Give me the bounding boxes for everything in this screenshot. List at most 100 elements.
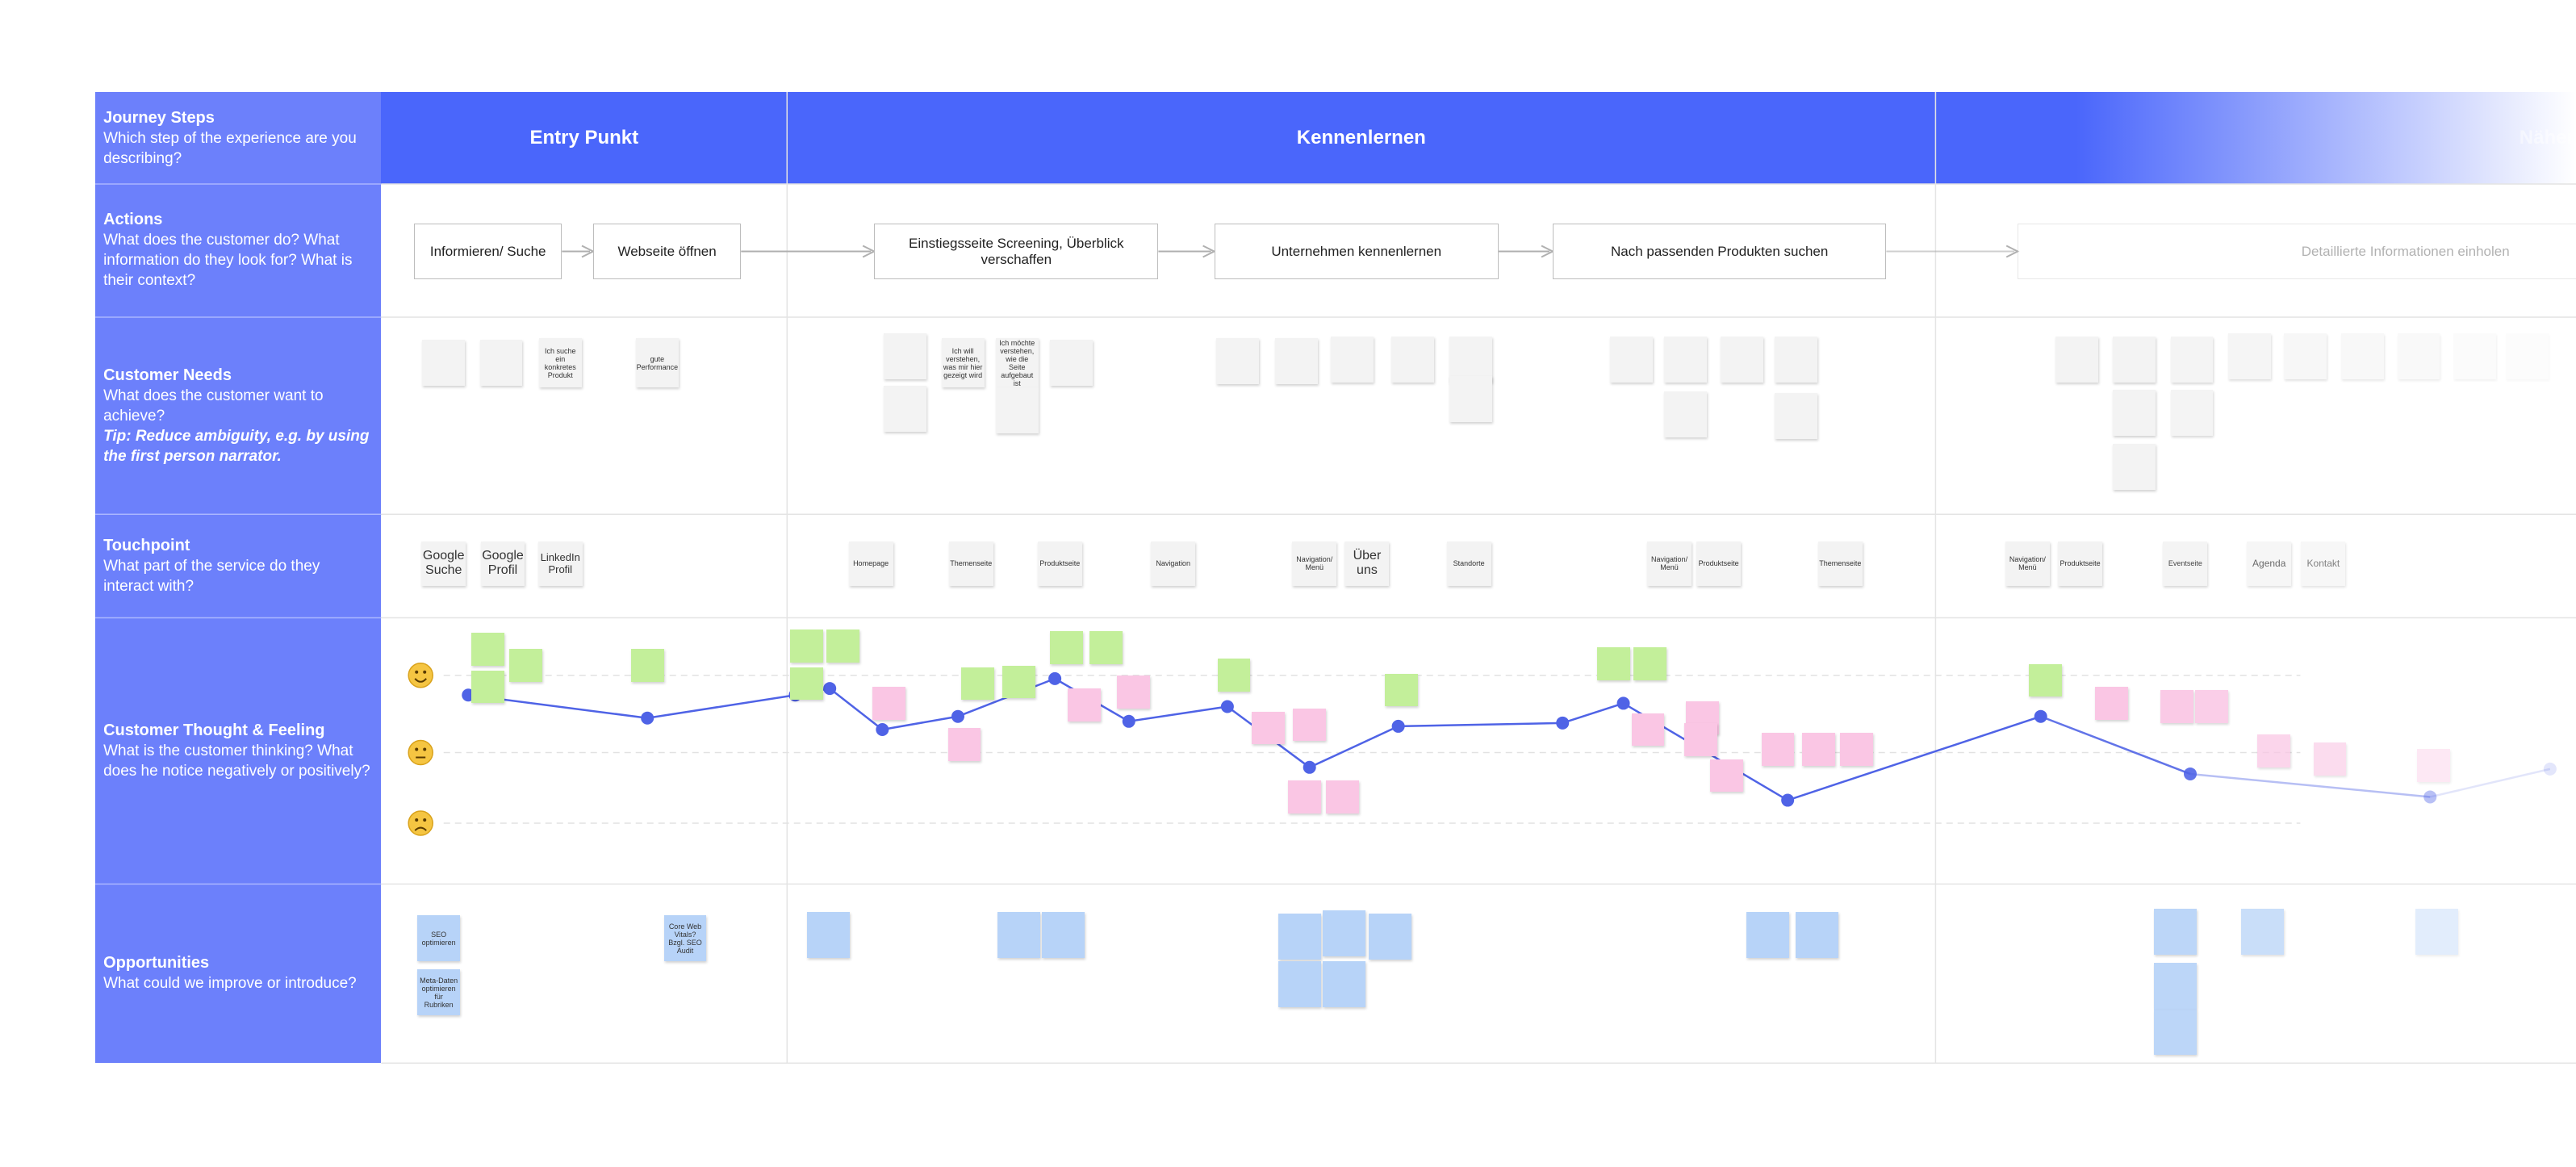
- need-note: [1664, 337, 1708, 383]
- face-eye: [423, 818, 427, 822]
- opportunity-note: [997, 911, 1040, 958]
- feeling-note: [1117, 675, 1151, 709]
- need-note: [884, 333, 927, 380]
- emotion-curve: [2040, 715, 2191, 776]
- need-note: [2113, 337, 2156, 383]
- need-note: [2227, 333, 2271, 380]
- emotion-curve: [1398, 722, 1563, 728]
- emotion-point: [2543, 762, 2557, 776]
- feeling-note: [1761, 733, 1795, 766]
- opportunity-note: [1278, 914, 1321, 960]
- need-note: [2453, 333, 2496, 380]
- feeling-note: [1293, 708, 1327, 742]
- need-note: [2113, 443, 2156, 490]
- emotion-curve: [1128, 705, 1228, 723]
- row-description: What could we improve or introduce?: [103, 975, 357, 993]
- need-note: [1391, 337, 1435, 383]
- need-note: [1449, 376, 1492, 423]
- feeling-note: [2416, 749, 2450, 783]
- feeling-note: [2313, 742, 2347, 776]
- thought-note: [1002, 665, 1035, 699]
- touchpoint-note: Über uns: [1344, 541, 1390, 586]
- opportunity-note: Core Web Vitals? Bzgl. SEO Audit: [663, 915, 707, 962]
- feeling-note: [2195, 690, 2228, 723]
- row-description: What part of the service do they interac…: [103, 557, 320, 595]
- need-note: [1331, 337, 1374, 383]
- need-note: [2055, 337, 2098, 383]
- feeling-note: [1710, 759, 1744, 793]
- feeling-note: [2094, 687, 2128, 720]
- feeling-note: [947, 727, 981, 761]
- opportunity-note: [2154, 1009, 2198, 1056]
- thought-note: [961, 667, 994, 701]
- emotion-face: [408, 810, 433, 836]
- row-label: Customer Thought & Feeling What is the cu…: [95, 618, 381, 885]
- opportunity-note: [1746, 911, 1790, 958]
- need-note: [995, 387, 1039, 434]
- feeling-note: [1840, 733, 1874, 766]
- emotion-curve: [646, 693, 796, 719]
- row-tip: Tip: Reduce ambiguity, e.g. by using the…: [103, 427, 370, 465]
- emotion-curve: [1787, 715, 2042, 801]
- thought-note: [790, 629, 824, 663]
- face-eye: [415, 818, 419, 822]
- row-title: Actions: [103, 211, 163, 229]
- opportunity-note: [2241, 908, 2285, 955]
- need-note: gute Performance: [635, 338, 679, 388]
- need-note: [2113, 389, 2156, 436]
- feeling-note: [1288, 780, 1321, 814]
- touchpoint-note: Navigation/ Menü: [1292, 541, 1337, 586]
- face-eye: [423, 670, 427, 674]
- thought-note: [826, 629, 859, 663]
- touchpoint-note: Produktseite: [1696, 541, 1742, 586]
- emotion-point: [2423, 790, 2437, 804]
- feeling-note: [2257, 734, 2291, 768]
- row-description: What is the customer thinking? What does…: [103, 742, 370, 780]
- emotion-face: [408, 739, 433, 766]
- need-note: [422, 340, 466, 387]
- thought-note: [1050, 630, 1083, 664]
- opportunity-note: [1368, 914, 1411, 960]
- opportunity-note: [1322, 910, 1365, 956]
- need-note: [1274, 338, 1318, 385]
- emotion-face: [408, 663, 433, 688]
- need-note: Ich will verstehen, was mir hier gezeigt…: [941, 338, 985, 388]
- feeling-note: [1068, 688, 1102, 722]
- row-label: Journey Steps Which step of the experienc…: [95, 92, 381, 184]
- action-box: Nach passenden Produkten suchen: [1553, 223, 1887, 280]
- touchpoint-note: LinkedIn Profil: [537, 541, 583, 586]
- face-mouth: [414, 678, 427, 683]
- feeling-note: [1631, 713, 1665, 747]
- row-description: What does the customer do? What informat…: [103, 232, 353, 290]
- row-label: Opportunities What could we improve or in…: [95, 884, 381, 1063]
- thought-note: [471, 632, 505, 666]
- opportunity-note: [1041, 911, 1085, 958]
- opportunity-note: [2154, 963, 2198, 1010]
- row-description: What does the customer want to achieve?: [103, 387, 324, 425]
- feeling-note: [1683, 722, 1717, 756]
- feeling-note: [872, 687, 905, 720]
- row-title: Journey Steps: [103, 108, 215, 127]
- need-note: [2397, 333, 2440, 380]
- face-eye: [415, 747, 419, 751]
- face-mouth: [414, 826, 427, 831]
- action-box: Informieren/ Suche: [414, 223, 562, 280]
- touchpoint-note: Navigation/ Menü: [2005, 541, 2050, 586]
- need-note: [1050, 340, 1093, 387]
- touchpoint-note: Produktseite: [1037, 541, 1082, 586]
- row-label: Actions What does the customer do? What i…: [95, 184, 381, 317]
- emotion-point: [2183, 767, 2197, 780]
- emotion-curve: [882, 715, 959, 731]
- touchpoint-note: Navigation: [1151, 541, 1196, 586]
- touchpoint-note: Kontakt: [2301, 541, 2346, 586]
- row-title: Touchpoint: [103, 536, 190, 554]
- phase-title: Kennenlernen: [1296, 127, 1426, 149]
- emotion-curve: [2429, 768, 2551, 798]
- action-box: Webseite öffnen: [592, 223, 742, 280]
- row-title: Customer Needs: [103, 366, 232, 384]
- need-note: [1449, 337, 1492, 383]
- thought-note: [471, 670, 505, 704]
- thought-note: [2029, 663, 2063, 697]
